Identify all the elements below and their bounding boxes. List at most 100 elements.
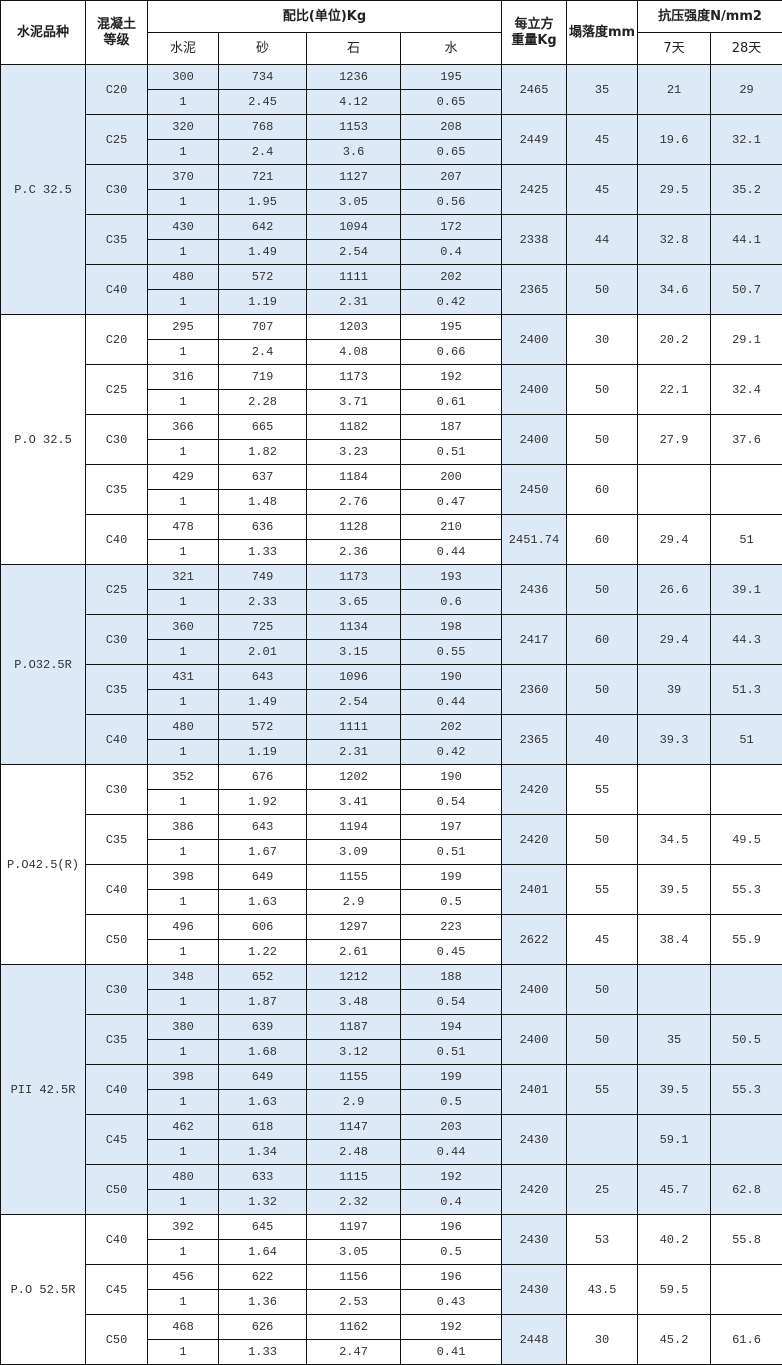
strength-7d-cell: 39: [637, 664, 712, 715]
mass-stone-cell: 1111: [306, 714, 401, 740]
ratio-sand-cell: 1.67: [218, 839, 307, 865]
ratio-stone-cell: 2.48: [306, 1139, 401, 1165]
grade-cell: C50: [85, 914, 148, 965]
mass-stone-cell: 1184: [306, 464, 401, 490]
mass-cement-cell: 430: [147, 214, 219, 240]
mass-water-cell: 200: [399, 464, 503, 490]
ratio-sand-cell: 1.95: [218, 189, 307, 215]
unit-weight-cell: 2449: [501, 114, 568, 165]
table-row: 1 1.67 3.09 0.51: [1, 839, 782, 865]
mass-stone-cell: 1153: [306, 114, 401, 140]
mass-cement-cell: 480: [147, 264, 219, 290]
table-row: 1 1.49 2.54 0.4: [1, 239, 782, 265]
ratio-cement-cell: 1: [147, 1189, 219, 1215]
mass-sand-cell: 707: [218, 314, 307, 340]
mass-stone-cell: 1194: [306, 814, 401, 840]
mass-water-cell: 202: [399, 264, 503, 290]
strength-28d-cell: 62.8: [710, 1164, 782, 1215]
ratio-stone-cell: 2.54: [306, 689, 401, 715]
mass-water-cell: 196: [399, 1264, 503, 1290]
ratio-sand-cell: 1.32: [218, 1189, 307, 1215]
mass-cement-cell: 480: [147, 1164, 219, 1190]
ratio-stone-cell: 3.65: [306, 589, 401, 615]
strength-28d-cell: [710, 1114, 782, 1165]
strength-28d-cell: 32.1: [710, 114, 782, 165]
mass-cement-cell: 352: [147, 764, 219, 790]
strength-28d-cell: 44.1: [710, 214, 782, 265]
strength-7d-cell: 38.4: [637, 914, 712, 965]
mass-cement-cell: 316: [147, 364, 219, 390]
table-row: 1 1.64 3.05 0.5: [1, 1239, 782, 1265]
unit-weight-cell: 2622: [501, 914, 568, 965]
cement-type-cell: P.C 32.5: [0, 64, 86, 315]
unit-weight-cell: 2430: [501, 1114, 568, 1165]
strength-7d-cell: 34.5: [637, 814, 712, 865]
table-row: 1 1.95 3.05 0.56: [1, 189, 782, 215]
strength-28d-cell: 39.1: [710, 564, 782, 615]
ratio-cement-cell: 1: [147, 289, 219, 315]
slump-cell: 30: [566, 314, 639, 365]
mass-sand-cell: 734: [218, 64, 307, 90]
table-row: C40 480 572 1111 202 2365 50 34.6 50.7: [1, 264, 782, 315]
mass-water-cell: 187: [399, 414, 503, 440]
grade-cell: C30: [85, 164, 148, 215]
unit-weight-cell: 2401: [501, 1064, 568, 1115]
ratio-sand-cell: 2.28: [218, 389, 307, 415]
ratio-sand-cell: 1.82: [218, 439, 307, 465]
mass-stone-cell: 1182: [306, 414, 401, 440]
ratio-stone-cell: 2.31: [306, 289, 401, 315]
ratio-sand-cell: 1.63: [218, 1089, 307, 1115]
ratio-water-cell: 0.44: [399, 539, 503, 565]
ratio-sand-cell: 1.63: [218, 889, 307, 915]
ratio-sand-cell: 1.87: [218, 989, 307, 1015]
mass-cement-cell: 431: [147, 664, 219, 690]
ratio-water-cell: 0.42: [399, 739, 503, 765]
slump-cell: 30: [566, 1314, 639, 1365]
ratio-stone-cell: 4.08: [306, 339, 401, 365]
mass-sand-cell: 645: [218, 1214, 307, 1240]
slump-cell: 50: [566, 264, 639, 315]
grade-cell: C20: [85, 314, 148, 365]
table-row: 1 1.49 2.54 0.44: [1, 689, 782, 715]
mass-cement-cell: 462: [147, 1114, 219, 1140]
ratio-sand-cell: 1.36: [218, 1289, 307, 1315]
table-row: 1 2.45 4.12 0.65: [1, 89, 782, 115]
mass-sand-cell: 649: [218, 864, 307, 890]
strength-7d-cell: 40.2: [637, 1214, 712, 1265]
mass-water-cell: 199: [399, 864, 503, 890]
strength-7d-cell: 19.6: [637, 114, 712, 165]
table-row: C25 316 719 1173 192 2400 50 22.1 32.4: [1, 364, 782, 415]
table-row: 1 2.4 4.08 0.66: [1, 339, 782, 365]
ratio-sand-cell: 1.92: [218, 789, 307, 815]
ratio-stone-cell: 3.12: [306, 1039, 401, 1065]
mass-stone-cell: 1297: [306, 914, 401, 940]
table-row: C40 398 649 1155 199 2401 55 39.5 55.3: [1, 864, 782, 915]
cement-type-cell: P.O32.5R: [0, 564, 86, 765]
strength-7d-cell: 45.7: [637, 1164, 712, 1215]
ratio-water-cell: 0.43: [399, 1289, 503, 1315]
strength-28d-cell: 51.3: [710, 664, 782, 715]
ratio-cement-cell: 1: [147, 139, 219, 165]
mass-cement-cell: 380: [147, 1014, 219, 1040]
ratio-cement-cell: 1: [147, 439, 219, 465]
ratio-water-cell: 0.65: [399, 139, 503, 165]
ratio-stone-cell: 2.54: [306, 239, 401, 265]
strength-28d-cell: 55.3: [710, 1064, 782, 1115]
mass-sand-cell: 636: [218, 514, 307, 540]
mass-sand-cell: 606: [218, 914, 307, 940]
ratio-water-cell: 0.51: [399, 439, 503, 465]
mass-sand-cell: 637: [218, 464, 307, 490]
header-day7: 7天: [637, 32, 712, 65]
mass-sand-cell: 676: [218, 764, 307, 790]
mass-water-cell: 223: [399, 914, 503, 940]
ratio-water-cell: 0.42: [399, 289, 503, 315]
ratio-cement-cell: 1: [147, 989, 219, 1015]
mass-stone-cell: 1128: [306, 514, 401, 540]
ratio-stone-cell: 2.47: [306, 1339, 401, 1365]
mass-sand-cell: 572: [218, 714, 307, 740]
table-row: 1 1.87 3.48 0.54: [1, 989, 782, 1015]
table-row: C40 480 572 1111 202 2365 40 39.3 51: [1, 714, 782, 765]
ratio-sand-cell: 1.64: [218, 1239, 307, 1265]
slump-cell: 45: [566, 114, 639, 165]
slump-cell: [566, 1114, 639, 1165]
